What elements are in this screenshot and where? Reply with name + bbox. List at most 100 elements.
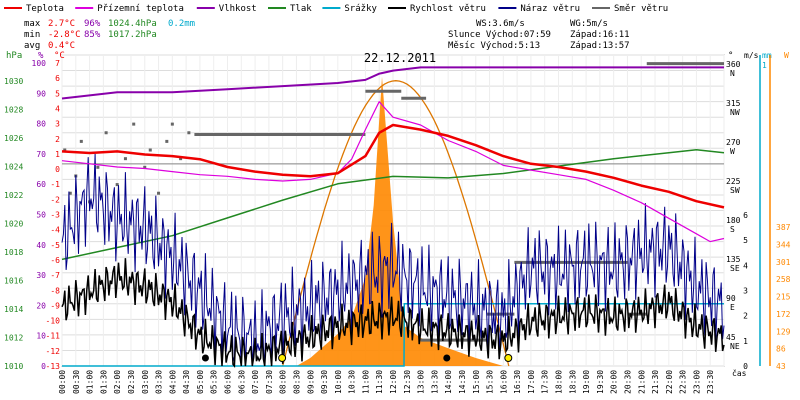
tick-pct-0: 100	[32, 59, 47, 68]
tick-time-10: 05:00	[196, 370, 205, 394]
tick-degc-16: -9	[50, 301, 60, 310]
tick-ms-5: 1	[743, 337, 748, 346]
tick-degc-4: 3	[55, 120, 60, 129]
tick-time-45: 22:30	[679, 370, 688, 394]
series-rain	[62, 303, 724, 367]
tick-hpa-8: 1014	[4, 305, 23, 314]
tick-time-13: 06:30	[237, 370, 246, 394]
legend-label-4: Srážky	[344, 4, 377, 14]
tick-hpa-1: 1028	[4, 106, 23, 115]
wind-dir-point-11	[148, 148, 152, 152]
legend-label-2: Vlhkost	[219, 4, 257, 14]
wind-dir-point-16	[187, 131, 191, 135]
tick-dir-name-2: W	[730, 147, 735, 156]
tick-time-20: 10:00	[334, 370, 343, 394]
tick-time-1: 00:30	[72, 370, 81, 394]
wind-dir-point-0	[63, 148, 67, 152]
moonset-marker	[443, 354, 451, 362]
info-wind-speed: WS:3.6m/s	[476, 19, 525, 29]
tick-dir-name-7: NE	[730, 342, 740, 351]
tick-time-31: 15:30	[486, 370, 495, 394]
tick-time-29: 14:30	[458, 370, 467, 394]
tick-time-35: 17:30	[541, 370, 550, 394]
tick-hpa-2: 1026	[4, 134, 23, 143]
tick-dir-name-1: NW	[730, 108, 740, 117]
tick-time-27: 13:30	[430, 370, 439, 394]
tick-degc-12: -5	[50, 241, 60, 250]
tick-dir-deg-2: 270	[726, 138, 741, 147]
series-ground-temp	[61, 101, 725, 243]
tick-hpa-5: 1020	[4, 220, 23, 229]
tick-time-34: 17:00	[527, 370, 536, 394]
tick-hpa-4: 1022	[4, 191, 23, 200]
stat-max-temp: 2.7°C	[48, 19, 75, 29]
wind-dir-point-8	[123, 157, 127, 161]
tick-hpa-7: 1016	[4, 277, 23, 286]
tick-pct-1: 90	[36, 89, 46, 98]
tick-ms-3: 3	[743, 287, 748, 296]
tick-time-5: 02:30	[127, 370, 136, 394]
tick-time-47: 23:30	[706, 370, 715, 394]
tick-dir-deg-3: 225	[726, 177, 741, 186]
tick-pct-7: 30	[36, 271, 46, 280]
axis-label-deg: °	[728, 51, 733, 61]
tick-pct-8: 20	[36, 301, 46, 310]
tick-time-44: 22:00	[665, 370, 674, 394]
tick-w-0: 387	[776, 223, 791, 232]
chart-title: 22.12.2011	[364, 51, 436, 65]
tick-degc-8: -1	[50, 180, 60, 189]
tick-dir-deg-7: 45	[726, 333, 736, 342]
legend-label-0: Teplota	[26, 4, 64, 14]
tick-time-37: 18:30	[568, 370, 577, 394]
moonrise-marker	[201, 354, 209, 362]
tick-dir-name-3: SW	[730, 186, 740, 195]
tick-time-8: 04:00	[168, 370, 177, 394]
tick-pct-5: 50	[36, 211, 46, 220]
series-wind	[61, 258, 725, 368]
tick-pct-9: 10	[36, 332, 46, 341]
stat-max-label: max	[24, 19, 41, 29]
tick-ms-2: 4	[743, 261, 748, 270]
tick-time-9: 04:30	[182, 370, 191, 394]
wind-dir-point-10	[143, 165, 147, 169]
tick-time-23: 11:30	[375, 370, 384, 394]
wind-dir-point-9	[132, 122, 136, 126]
tick-hpa-0: 1030	[4, 77, 23, 86]
tick-degc-13: -6	[50, 256, 60, 265]
tick-w-6: 129	[776, 327, 791, 336]
wind-dir-point-13	[165, 139, 169, 143]
tick-w-8: 43	[776, 362, 786, 371]
tick-dir-name-5: SE	[730, 264, 740, 273]
tick-time-33: 16:30	[513, 370, 522, 394]
tick-pct-2: 80	[36, 120, 46, 129]
stat-max-rain: 0.2mm	[168, 19, 195, 29]
wind-dir-point-3	[79, 139, 83, 143]
tick-time-4: 02:00	[113, 370, 122, 394]
tick-time-36: 18:00	[555, 370, 564, 394]
tick-time-42: 21:00	[637, 370, 646, 394]
tick-pct-4: 60	[36, 180, 46, 189]
tick-w-2: 301	[776, 258, 791, 267]
tick-time-19: 09:30	[320, 370, 329, 394]
tick-degc-17: -10	[46, 317, 61, 326]
tick-dir-deg-5: 135	[726, 255, 741, 264]
tick-dir-name-4: S	[730, 225, 735, 234]
tick-ms-1: 5	[743, 236, 748, 245]
series-pressure	[61, 149, 725, 261]
tick-dir-name-6: E	[730, 303, 735, 312]
tick-time-0: 00:00	[58, 370, 67, 394]
tick-time-38: 19:00	[582, 370, 591, 394]
series-gust	[61, 153, 725, 367]
info-moonset: Západ:13:57	[570, 41, 630, 51]
tick-degc-9: -2	[50, 195, 60, 204]
axis-label-degc: °C	[54, 51, 65, 61]
series-humidity	[61, 66, 724, 100]
tick-time-6: 03:00	[141, 370, 150, 394]
tick-time-32: 16:00	[499, 370, 508, 394]
tick-degc-18: -11	[46, 332, 61, 341]
info-wind-gust: WG:5m/s	[570, 19, 608, 29]
tick-dir-deg-1: 315	[726, 99, 741, 108]
tick-time-40: 20:00	[610, 370, 619, 394]
tick-time-30: 15:00	[472, 370, 481, 394]
